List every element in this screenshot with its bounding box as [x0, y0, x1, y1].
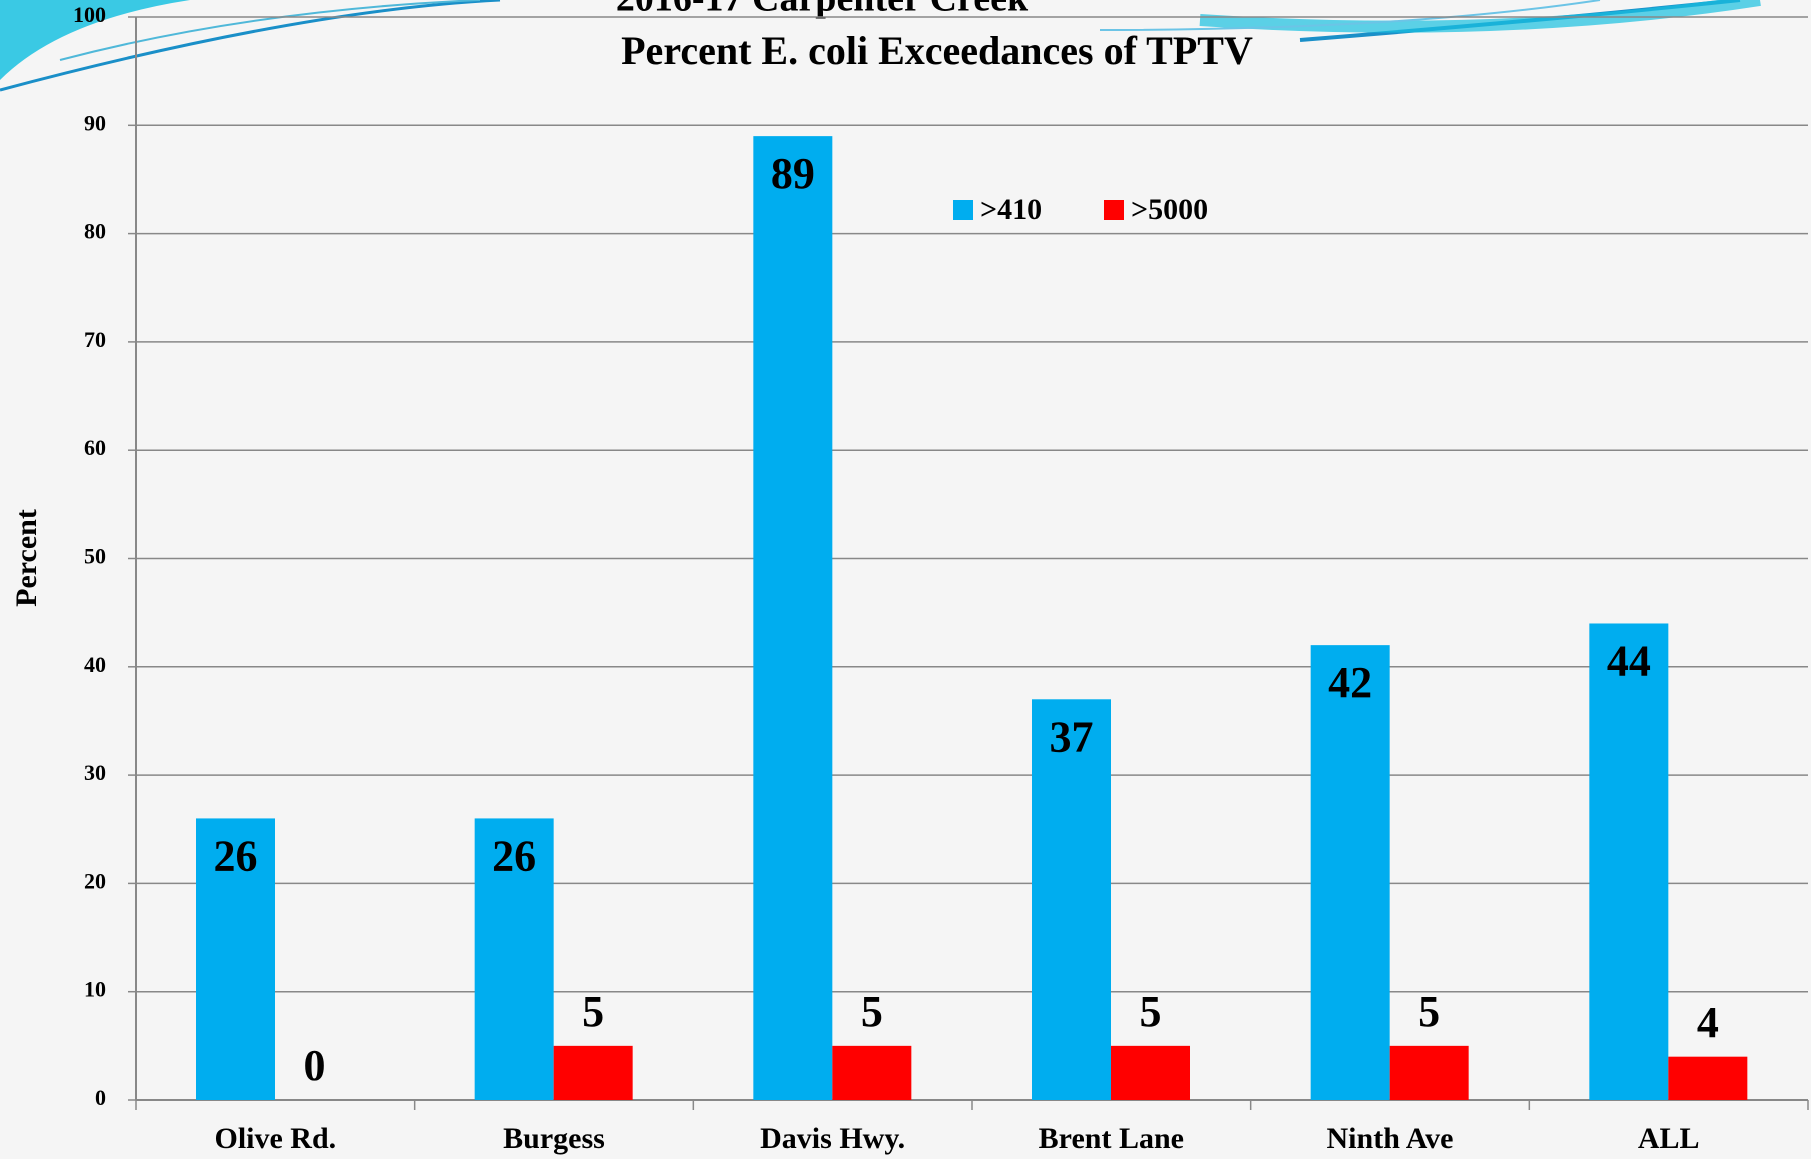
y-tick-label: 50 [84, 544, 106, 569]
legend-swatch [953, 200, 973, 220]
y-axis-title: Percent [10, 509, 43, 607]
y-tick-label: 20 [84, 868, 106, 893]
value-label: 5 [1418, 987, 1440, 1036]
value-label: 26 [492, 832, 536, 881]
y-tick-label: 40 [84, 652, 106, 677]
value-label: 26 [214, 832, 258, 881]
bar [1589, 623, 1668, 1100]
chart: 2016-17 Carpenter Creek Percent E. coli … [0, 0, 1811, 1159]
value-label: 37 [1050, 712, 1094, 761]
x-tick-label: Ninth Ave [1327, 1122, 1454, 1155]
y-tick-label: 10 [84, 977, 106, 1002]
x-tick-label: Brent Lane [1039, 1122, 1184, 1155]
x-tick-label: ALL [1638, 1122, 1700, 1155]
y-tick-label: 60 [84, 435, 106, 460]
value-label: 89 [771, 149, 815, 198]
value-label: 4 [1697, 998, 1719, 1047]
value-label: 5 [1140, 987, 1162, 1036]
bar [554, 1046, 633, 1100]
bar [1668, 1057, 1747, 1100]
bar [832, 1046, 911, 1100]
value-label: 42 [1328, 658, 1372, 707]
value-label: 44 [1607, 637, 1651, 686]
x-tick-label: Olive Rd. [214, 1122, 336, 1155]
bar [1390, 1046, 1469, 1100]
y-tick-label: 90 [84, 110, 106, 135]
bar [753, 136, 832, 1100]
chart-subtitle: Percent E. coli Exceedances of TPTV [621, 28, 1253, 73]
legend-label: >5000 [1131, 193, 1208, 226]
bar [1311, 645, 1390, 1100]
x-tick-label: Davis Hwy. [760, 1122, 905, 1155]
value-label: 5 [582, 987, 604, 1036]
value-label: 0 [304, 1041, 326, 1090]
y-tick-label: 70 [84, 327, 106, 352]
bar [1111, 1046, 1190, 1100]
y-tick-label: 0 [95, 1085, 106, 1110]
legend-swatch [1104, 200, 1124, 220]
y-tick-label: 80 [84, 219, 106, 244]
legend-label: >410 [980, 193, 1042, 226]
value-label: 5 [861, 987, 883, 1036]
y-tick-label: 30 [84, 760, 106, 785]
x-tick-label: Burgess [503, 1122, 605, 1155]
y-tick-label: 100 [73, 2, 106, 27]
